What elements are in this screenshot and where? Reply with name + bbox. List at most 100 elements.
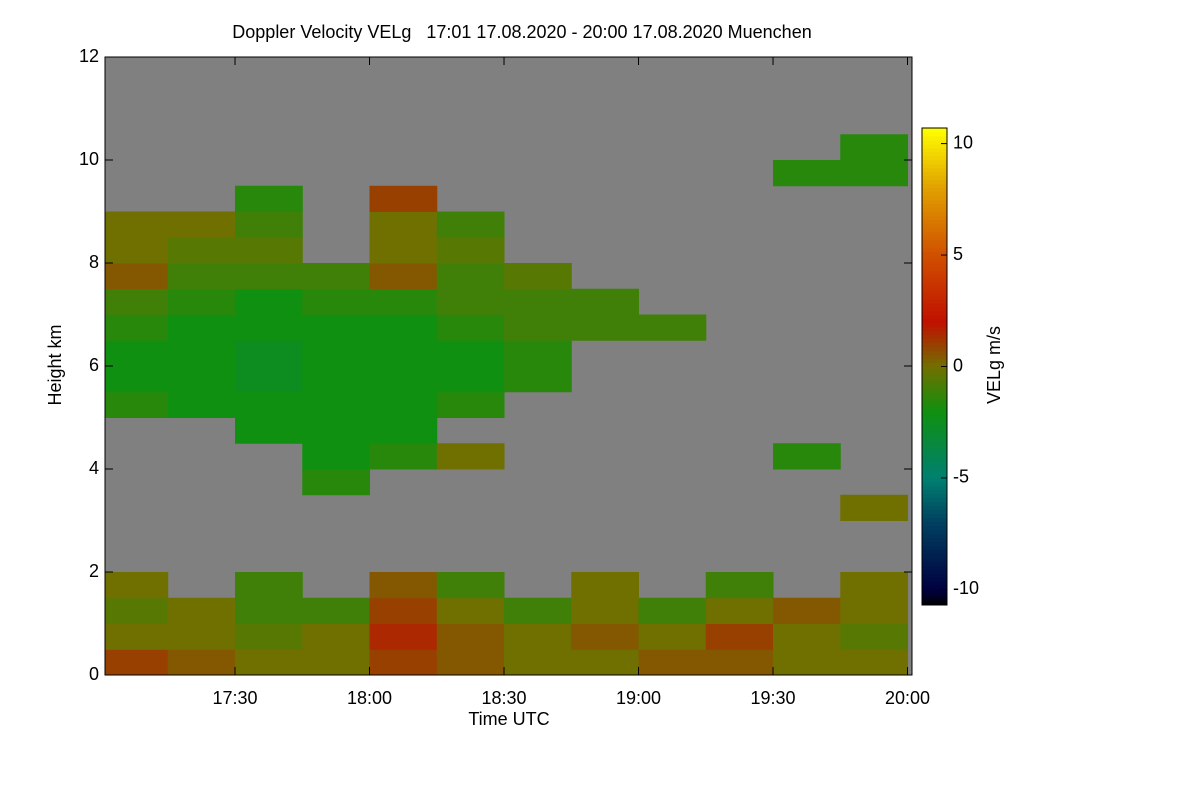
x-tick-label: 20:00 bbox=[885, 688, 930, 708]
colorbar-segment bbox=[922, 147, 947, 153]
cell bbox=[436, 263, 505, 290]
cell bbox=[436, 314, 505, 341]
cell bbox=[369, 366, 438, 393]
colorbar-segment bbox=[922, 410, 947, 415]
colorbar-segment bbox=[922, 557, 947, 562]
cell bbox=[638, 623, 707, 650]
y-tick-label: 10 bbox=[79, 149, 99, 169]
colorbar-segment bbox=[922, 128, 947, 133]
colorbar-segment bbox=[922, 497, 947, 503]
cell bbox=[167, 211, 236, 238]
cell bbox=[504, 649, 572, 675]
colorbar-tick-label: 10 bbox=[953, 132, 973, 152]
colorbar-segment bbox=[922, 430, 947, 435]
colorbar-segment bbox=[922, 569, 947, 574]
y-tick-label: 6 bbox=[89, 355, 99, 375]
cell bbox=[436, 572, 505, 599]
cell bbox=[167, 649, 236, 675]
colorbar-segment bbox=[922, 489, 947, 495]
cell bbox=[235, 417, 303, 444]
cell bbox=[840, 597, 909, 624]
cell bbox=[773, 597, 841, 624]
colorbar-segment bbox=[922, 283, 947, 288]
colorbar-segment bbox=[922, 223, 947, 228]
colorbar-segment bbox=[922, 402, 947, 407]
colorbar-segment bbox=[922, 378, 947, 383]
cell bbox=[369, 340, 438, 367]
colorbar-segment bbox=[922, 163, 947, 169]
cell bbox=[436, 649, 505, 675]
colorbar-segment bbox=[922, 267, 947, 272]
x-tick-label: 18:30 bbox=[481, 688, 526, 708]
colorbar-segment bbox=[922, 529, 947, 534]
cell bbox=[504, 597, 572, 624]
colorbar-segment bbox=[922, 199, 947, 205]
cell bbox=[167, 623, 236, 650]
colorbar-segment bbox=[922, 573, 947, 578]
cell bbox=[504, 623, 572, 650]
cell bbox=[571, 623, 640, 650]
y-tick-label: 12 bbox=[79, 46, 99, 66]
cell bbox=[840, 494, 909, 521]
colorbar-tick-label: -5 bbox=[953, 467, 969, 487]
cell bbox=[369, 572, 438, 599]
cell bbox=[369, 263, 438, 290]
cell bbox=[302, 391, 371, 418]
colorbar-segment bbox=[922, 334, 947, 340]
colorbar-segment bbox=[922, 318, 947, 324]
cell bbox=[369, 417, 438, 444]
cell bbox=[638, 597, 707, 624]
x-tick-label: 19:00 bbox=[616, 688, 661, 708]
cell bbox=[302, 469, 371, 496]
colorbar-segment bbox=[922, 414, 947, 419]
cell bbox=[235, 185, 303, 212]
cell bbox=[167, 263, 236, 290]
cell bbox=[235, 623, 303, 650]
colorbar-segment bbox=[922, 195, 947, 201]
colorbar-segment bbox=[922, 346, 947, 352]
cell bbox=[105, 391, 169, 418]
colorbar-segment bbox=[922, 306, 947, 312]
colorbar-segment bbox=[922, 394, 947, 399]
cell bbox=[302, 314, 371, 341]
colorbar-segment bbox=[922, 481, 947, 487]
colorbar-segment bbox=[922, 390, 947, 395]
colorbar-segment bbox=[922, 139, 947, 145]
colorbar-segment bbox=[922, 310, 947, 316]
cell bbox=[773, 160, 841, 187]
colorbar-segment bbox=[922, 179, 947, 185]
colorbar-segment bbox=[922, 537, 947, 542]
colorbar-segment bbox=[922, 501, 947, 507]
colorbar-segment bbox=[922, 442, 947, 447]
colorbar-segment bbox=[922, 231, 947, 236]
cell bbox=[571, 597, 640, 624]
colorbar-segment bbox=[922, 426, 947, 431]
cell bbox=[235, 572, 303, 599]
cell bbox=[105, 211, 169, 238]
cell bbox=[235, 340, 303, 367]
cell bbox=[840, 160, 909, 187]
colorbar-segment bbox=[922, 438, 947, 443]
colorbar-segment bbox=[922, 131, 947, 137]
cell bbox=[504, 288, 572, 315]
colorbar-segment bbox=[922, 219, 947, 224]
colorbar-label: VELg m/s bbox=[984, 326, 1004, 404]
cell bbox=[773, 443, 841, 470]
colorbar-segment bbox=[922, 183, 947, 189]
cell bbox=[235, 314, 303, 341]
colorbar-segment bbox=[922, 235, 947, 240]
cell bbox=[705, 623, 774, 650]
colorbar-segment bbox=[922, 589, 947, 594]
cell bbox=[167, 340, 236, 367]
cell bbox=[369, 623, 438, 650]
cell bbox=[571, 288, 640, 315]
colorbar-segment bbox=[922, 457, 947, 463]
colorbar-segment bbox=[922, 382, 947, 387]
cell bbox=[369, 211, 438, 238]
cell bbox=[105, 366, 169, 393]
y-axis-label: Height km bbox=[45, 324, 65, 405]
y-tick-label: 0 bbox=[89, 664, 99, 684]
cell bbox=[369, 314, 438, 341]
